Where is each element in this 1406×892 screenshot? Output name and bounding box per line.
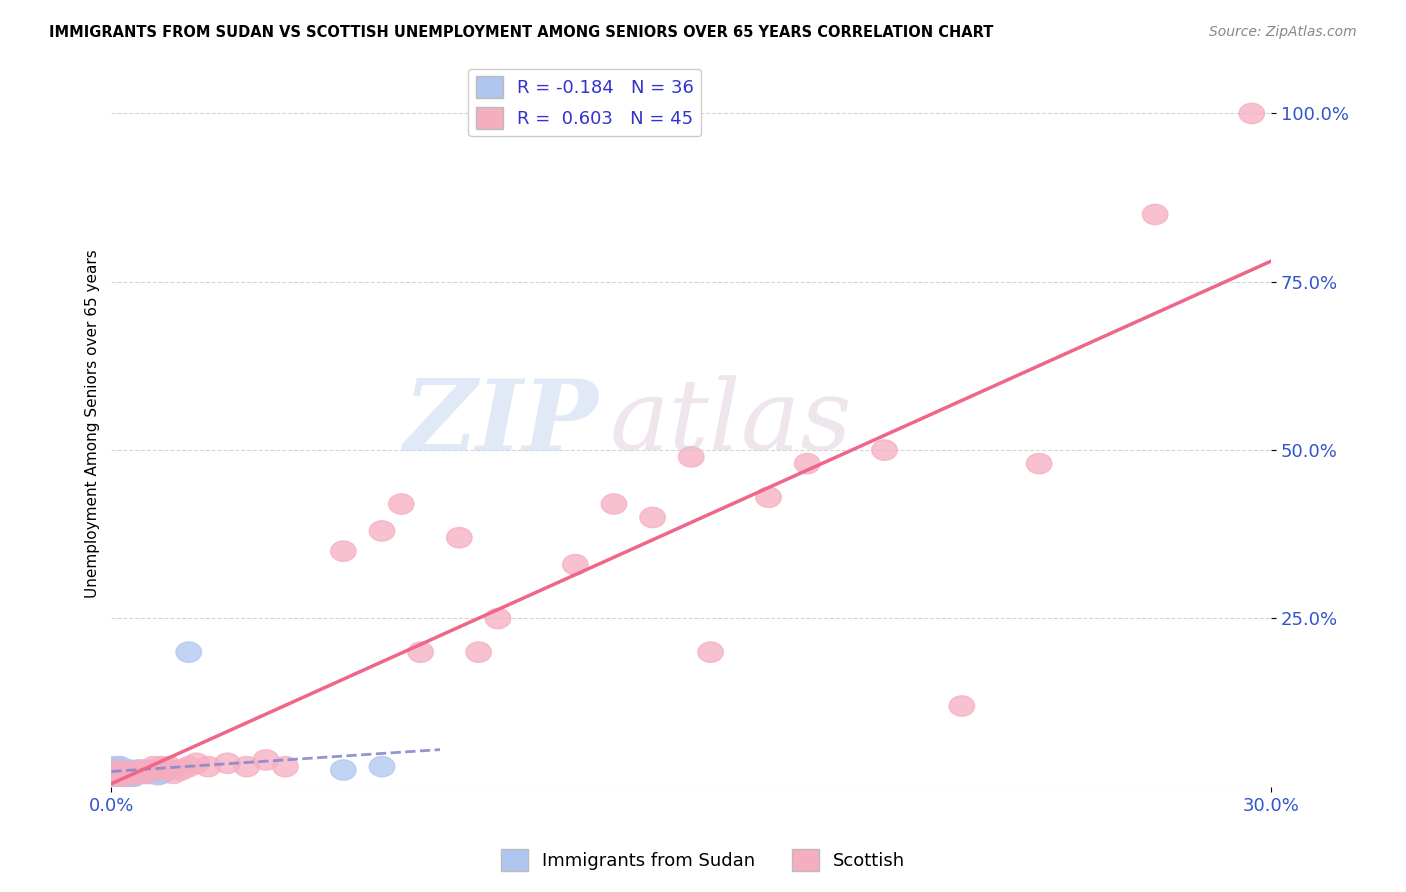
Ellipse shape <box>118 762 143 782</box>
Ellipse shape <box>122 764 148 783</box>
Ellipse shape <box>104 766 129 787</box>
Ellipse shape <box>145 760 170 780</box>
Ellipse shape <box>103 756 128 777</box>
Ellipse shape <box>697 642 723 663</box>
Ellipse shape <box>447 527 472 548</box>
Ellipse shape <box>115 762 141 782</box>
Ellipse shape <box>602 494 627 514</box>
Ellipse shape <box>370 756 395 777</box>
Ellipse shape <box>110 764 135 783</box>
Ellipse shape <box>125 760 152 780</box>
Ellipse shape <box>103 760 129 780</box>
Ellipse shape <box>330 760 356 780</box>
Ellipse shape <box>112 766 138 787</box>
Ellipse shape <box>134 764 159 783</box>
Ellipse shape <box>114 764 139 783</box>
Ellipse shape <box>117 764 142 783</box>
Ellipse shape <box>107 760 132 780</box>
Ellipse shape <box>756 487 782 508</box>
Ellipse shape <box>107 756 132 777</box>
Ellipse shape <box>145 764 170 785</box>
Ellipse shape <box>138 760 163 780</box>
Ellipse shape <box>215 753 240 773</box>
Ellipse shape <box>114 764 139 785</box>
Ellipse shape <box>160 764 186 783</box>
Ellipse shape <box>134 764 159 783</box>
Ellipse shape <box>110 764 136 783</box>
Ellipse shape <box>114 764 139 785</box>
Ellipse shape <box>124 764 149 785</box>
Ellipse shape <box>872 440 897 460</box>
Ellipse shape <box>108 766 134 787</box>
Ellipse shape <box>679 447 704 467</box>
Ellipse shape <box>949 696 974 716</box>
Ellipse shape <box>169 760 194 780</box>
Text: atlas: atlas <box>610 376 853 471</box>
Ellipse shape <box>408 642 433 663</box>
Ellipse shape <box>129 760 155 780</box>
Ellipse shape <box>1239 103 1264 124</box>
Ellipse shape <box>233 756 260 777</box>
Ellipse shape <box>330 541 356 561</box>
Text: IMMIGRANTS FROM SUDAN VS SCOTTISH UNEMPLOYMENT AMONG SENIORS OVER 65 YEARS CORRE: IMMIGRANTS FROM SUDAN VS SCOTTISH UNEMPL… <box>49 25 994 40</box>
Legend: Immigrants from Sudan, Scottish: Immigrants from Sudan, Scottish <box>494 842 912 879</box>
Ellipse shape <box>108 760 134 780</box>
Ellipse shape <box>149 764 174 783</box>
Ellipse shape <box>103 764 128 783</box>
Ellipse shape <box>176 756 201 777</box>
Legend: R = -0.184   N = 36, R =  0.603   N = 45: R = -0.184 N = 36, R = 0.603 N = 45 <box>468 69 702 136</box>
Ellipse shape <box>125 764 152 783</box>
Ellipse shape <box>794 453 820 474</box>
Ellipse shape <box>104 760 129 780</box>
Ellipse shape <box>107 760 132 780</box>
Ellipse shape <box>107 766 132 787</box>
Ellipse shape <box>156 756 183 777</box>
Text: Source: ZipAtlas.com: Source: ZipAtlas.com <box>1209 25 1357 39</box>
Ellipse shape <box>273 756 298 777</box>
Ellipse shape <box>111 760 136 780</box>
Ellipse shape <box>485 608 510 629</box>
Ellipse shape <box>105 764 131 783</box>
Ellipse shape <box>640 508 665 528</box>
Ellipse shape <box>101 764 127 783</box>
Ellipse shape <box>110 770 136 790</box>
Ellipse shape <box>118 764 143 783</box>
Ellipse shape <box>195 756 221 777</box>
Ellipse shape <box>370 521 395 541</box>
Ellipse shape <box>129 762 155 782</box>
Ellipse shape <box>153 758 179 778</box>
Ellipse shape <box>107 766 132 787</box>
Ellipse shape <box>125 762 152 782</box>
Ellipse shape <box>103 764 128 783</box>
Ellipse shape <box>149 756 174 777</box>
Ellipse shape <box>176 642 201 663</box>
Ellipse shape <box>1026 453 1052 474</box>
Ellipse shape <box>138 764 163 783</box>
Ellipse shape <box>184 753 209 773</box>
Ellipse shape <box>465 642 492 663</box>
Ellipse shape <box>562 555 588 574</box>
Ellipse shape <box>120 766 145 787</box>
Ellipse shape <box>156 760 183 780</box>
Ellipse shape <box>117 760 143 780</box>
Ellipse shape <box>253 749 278 770</box>
Y-axis label: Unemployment Among Seniors over 65 years: Unemployment Among Seniors over 65 years <box>86 249 100 598</box>
Ellipse shape <box>122 764 148 785</box>
Text: ZIP: ZIP <box>404 375 599 472</box>
Ellipse shape <box>141 756 167 777</box>
Ellipse shape <box>388 494 415 514</box>
Ellipse shape <box>1142 204 1168 225</box>
Ellipse shape <box>110 764 136 783</box>
